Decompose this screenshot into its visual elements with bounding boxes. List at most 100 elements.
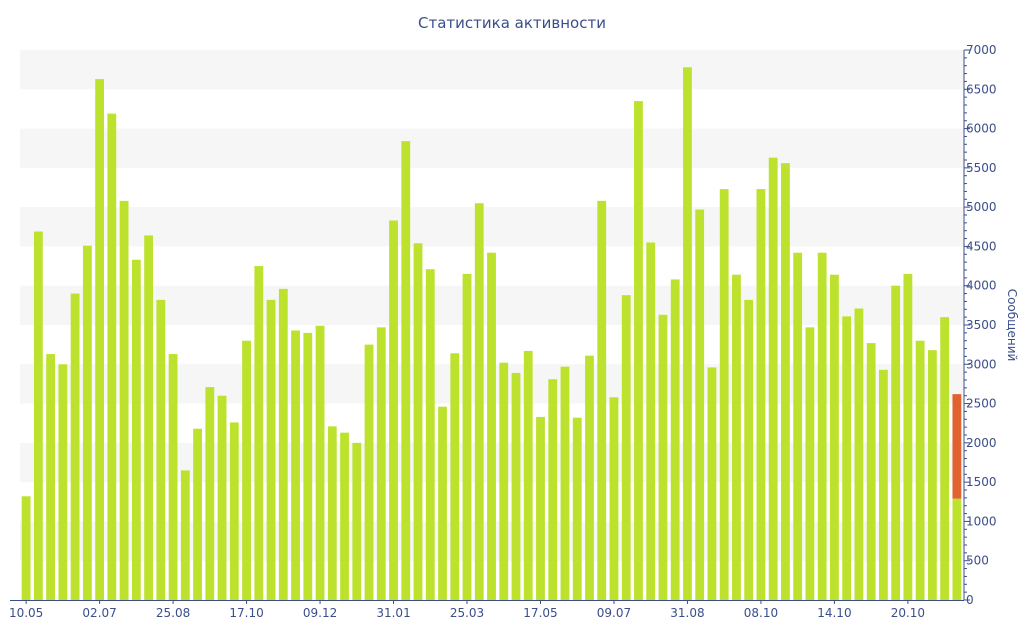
x-tick-label: 14.10 bbox=[817, 606, 851, 620]
bar[interactable] bbox=[536, 416, 545, 600]
bar[interactable] bbox=[205, 387, 215, 600]
bar[interactable] bbox=[817, 252, 827, 600]
bar[interactable] bbox=[560, 366, 570, 600]
bar[interactable] bbox=[854, 308, 864, 601]
bar[interactable] bbox=[842, 316, 852, 600]
bar[interactable] bbox=[119, 200, 129, 600]
grid-band bbox=[20, 50, 963, 90]
bar[interactable] bbox=[866, 343, 876, 600]
bar[interactable] bbox=[58, 364, 68, 600]
x-tick-label: 31.01 bbox=[376, 606, 410, 620]
y-tick-label: 6500 bbox=[966, 82, 997, 96]
chart-title: Статистика активности bbox=[418, 14, 606, 32]
bar[interactable] bbox=[95, 79, 105, 601]
bar[interactable] bbox=[511, 372, 521, 600]
bar[interactable] bbox=[670, 279, 680, 600]
bar[interactable] bbox=[131, 259, 141, 600]
y-tick-label: 6000 bbox=[966, 122, 997, 136]
bar[interactable] bbox=[193, 428, 202, 600]
y-tick-label: 5000 bbox=[966, 200, 997, 214]
grid-band bbox=[20, 207, 963, 247]
bar[interactable] bbox=[719, 189, 729, 601]
bar[interactable] bbox=[597, 200, 607, 600]
bar[interactable] bbox=[156, 299, 166, 600]
y-tick-label: 3500 bbox=[966, 318, 997, 332]
bar[interactable] bbox=[756, 189, 766, 601]
bar[interactable] bbox=[903, 273, 913, 600]
bar[interactable] bbox=[180, 470, 190, 600]
bar[interactable] bbox=[732, 274, 741, 600]
bar[interactable] bbox=[830, 274, 839, 600]
bar[interactable] bbox=[278, 288, 288, 600]
bar[interactable] bbox=[82, 245, 92, 600]
bar[interactable] bbox=[891, 285, 901, 600]
bar[interactable] bbox=[572, 417, 582, 600]
bar[interactable] bbox=[695, 209, 705, 601]
x-tick-label: 09.12 bbox=[303, 606, 337, 620]
bar[interactable] bbox=[548, 379, 558, 600]
bar[interactable] bbox=[609, 397, 619, 600]
bar[interactable] bbox=[781, 163, 790, 600]
bar[interactable] bbox=[927, 350, 937, 600]
bar[interactable] bbox=[499, 362, 509, 600]
bar[interactable] bbox=[621, 295, 631, 600]
bar[interactable] bbox=[327, 426, 337, 600]
x-tick-label: 17.05 bbox=[523, 606, 557, 620]
bar[interactable] bbox=[21, 496, 31, 600]
bar[interactable] bbox=[878, 369, 888, 600]
bar[interactable] bbox=[46, 354, 56, 600]
bar[interactable] bbox=[389, 220, 398, 601]
bar[interactable] bbox=[340, 432, 349, 600]
bar[interactable] bbox=[952, 498, 962, 600]
x-tick-label: 09.07 bbox=[597, 606, 631, 620]
bar[interactable] bbox=[744, 299, 754, 600]
y-tick-label: 4500 bbox=[966, 239, 997, 253]
bar-highlight[interactable] bbox=[952, 394, 962, 499]
bar[interactable] bbox=[70, 293, 80, 600]
bar[interactable] bbox=[242, 340, 251, 600]
bar[interactable] bbox=[291, 330, 300, 601]
bar[interactable] bbox=[707, 367, 717, 600]
bar[interactable] bbox=[793, 252, 803, 600]
bar[interactable] bbox=[658, 314, 668, 600]
bar[interactable] bbox=[646, 242, 656, 601]
bar[interactable] bbox=[940, 317, 950, 600]
bar[interactable] bbox=[254, 266, 264, 600]
bar[interactable] bbox=[523, 350, 533, 600]
bar[interactable] bbox=[585, 355, 594, 600]
bar[interactable] bbox=[107, 113, 117, 601]
x-tick-label: 10.05 bbox=[9, 606, 43, 620]
bar[interactable] bbox=[401, 141, 411, 600]
bar[interactable] bbox=[266, 299, 276, 600]
bar[interactable] bbox=[634, 101, 643, 601]
bar[interactable] bbox=[364, 344, 374, 600]
y-tick-label: 500 bbox=[966, 554, 989, 568]
y-tick-label: 1000 bbox=[966, 514, 997, 528]
bar[interactable] bbox=[462, 273, 472, 600]
y-tick-label: 2000 bbox=[966, 436, 997, 450]
bar[interactable] bbox=[487, 252, 496, 600]
bar[interactable] bbox=[144, 235, 153, 600]
bars bbox=[21, 67, 962, 601]
bar[interactable] bbox=[168, 354, 178, 600]
bar[interactable] bbox=[425, 269, 435, 600]
bar[interactable] bbox=[303, 332, 313, 600]
bar[interactable] bbox=[683, 67, 692, 601]
bar[interactable] bbox=[805, 327, 815, 600]
bar[interactable] bbox=[217, 395, 227, 600]
y-tick-label: 1500 bbox=[966, 475, 997, 489]
bar[interactable] bbox=[33, 231, 43, 601]
x-tick-label: 31.08 bbox=[670, 606, 704, 620]
bar[interactable] bbox=[915, 340, 925, 600]
bar[interactable] bbox=[229, 422, 239, 600]
bar[interactable] bbox=[438, 406, 447, 600]
x-tick-label: 02.07 bbox=[82, 606, 116, 620]
bar[interactable] bbox=[413, 243, 423, 601]
bar[interactable] bbox=[352, 442, 362, 600]
bar[interactable] bbox=[474, 203, 484, 600]
bar[interactable] bbox=[315, 325, 325, 600]
bar[interactable] bbox=[376, 327, 386, 600]
bar[interactable] bbox=[768, 157, 778, 600]
bar[interactable] bbox=[450, 353, 460, 600]
